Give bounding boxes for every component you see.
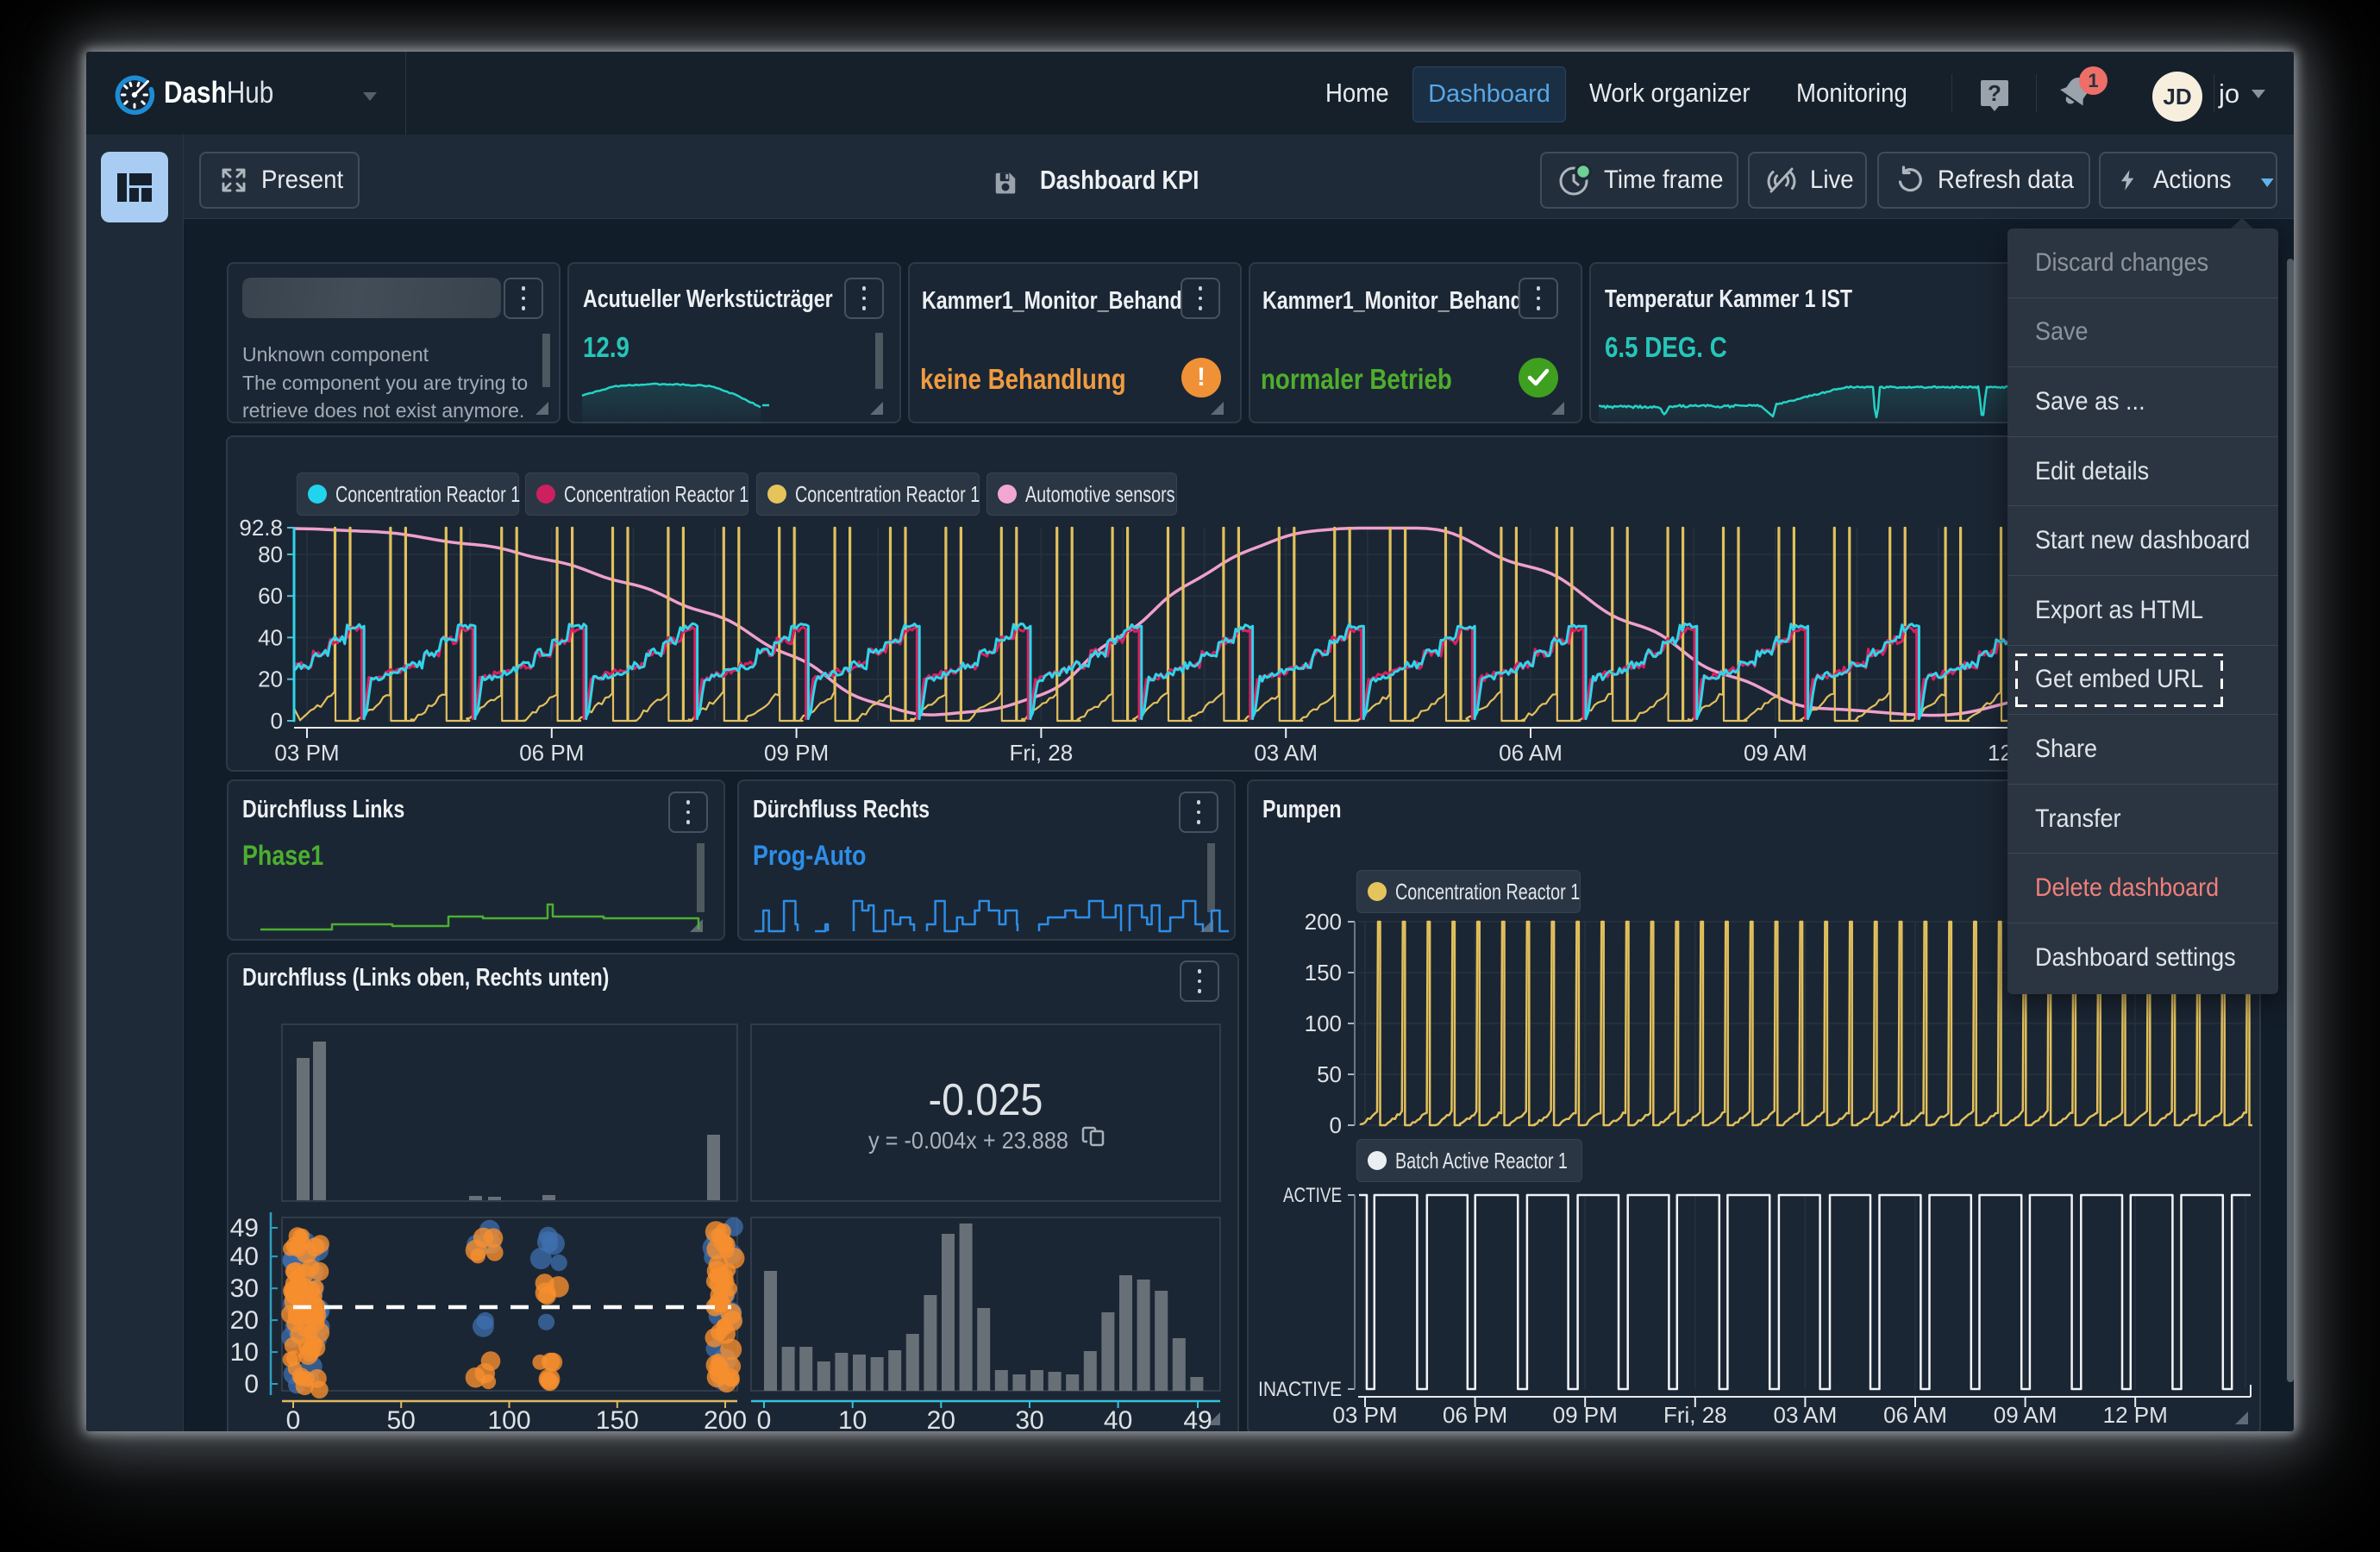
svg-text:40: 40: [258, 624, 283, 650]
svg-text:06 AM: 06 AM: [1883, 1402, 1947, 1427]
svg-text:ACTIVE: ACTIVE: [1283, 1184, 1342, 1207]
svg-text:0: 0: [1330, 1112, 1342, 1138]
svg-text:0: 0: [244, 1370, 259, 1399]
svg-text:200: 200: [704, 1406, 747, 1431]
svg-text:03 AM: 03 AM: [1774, 1402, 1838, 1427]
svg-text:20: 20: [230, 1306, 259, 1335]
svg-text:80: 80: [258, 541, 283, 567]
svg-text:92.8: 92.8: [239, 515, 283, 541]
svg-text:03 AM: 03 AM: [1254, 740, 1318, 766]
svg-text:50: 50: [387, 1406, 416, 1431]
svg-text:12 PM: 12 PM: [2103, 1402, 2168, 1427]
svg-text:0: 0: [271, 708, 283, 734]
svg-text:09 AM: 09 AM: [1994, 1402, 2057, 1427]
svg-text:0: 0: [757, 1406, 772, 1431]
svg-text:06 PM: 06 PM: [1443, 1402, 1507, 1427]
svg-text:50: 50: [1317, 1061, 1342, 1087]
svg-text:40: 40: [1104, 1406, 1132, 1431]
svg-text:09 PM: 09 PM: [1553, 1402, 1618, 1427]
svg-text:?: ?: [1988, 80, 2001, 106]
svg-text:20: 20: [258, 666, 283, 692]
svg-text:49: 49: [1183, 1406, 1212, 1431]
svg-text:09 PM: 09 PM: [764, 740, 829, 766]
svg-text:Fri, 28: Fri, 28: [1663, 1402, 1727, 1427]
svg-text:Fri, 28: Fri, 28: [1010, 740, 1074, 766]
svg-text:06 PM: 06 PM: [519, 740, 584, 766]
svg-text:y = -0.004x + 23.888: y = -0.004x + 23.888: [868, 1127, 1068, 1154]
svg-text:INACTIVE: INACTIVE: [1258, 1378, 1342, 1401]
svg-text:30: 30: [230, 1274, 259, 1303]
svg-text:60: 60: [258, 583, 283, 609]
svg-text:-0.025: -0.025: [929, 1075, 1043, 1125]
svg-text:03 PM: 03 PM: [1332, 1402, 1397, 1427]
svg-text:10: 10: [230, 1338, 259, 1367]
svg-text:30: 30: [1015, 1406, 1043, 1431]
svg-text:10: 10: [838, 1406, 867, 1431]
svg-text:49: 49: [230, 1214, 259, 1242]
svg-text:03 PM: 03 PM: [274, 740, 339, 766]
svg-text:20: 20: [927, 1406, 955, 1431]
svg-text:0: 0: [286, 1406, 301, 1431]
svg-text:40: 40: [230, 1242, 259, 1271]
svg-text:100: 100: [487, 1406, 530, 1431]
svg-text:09 AM: 09 AM: [1744, 740, 1807, 766]
svg-text:06 AM: 06 AM: [1499, 740, 1563, 766]
svg-text:200: 200: [1305, 909, 1342, 935]
svg-text:100: 100: [1305, 1011, 1342, 1036]
svg-text:150: 150: [596, 1406, 639, 1431]
svg-text:150: 150: [1305, 960, 1342, 986]
